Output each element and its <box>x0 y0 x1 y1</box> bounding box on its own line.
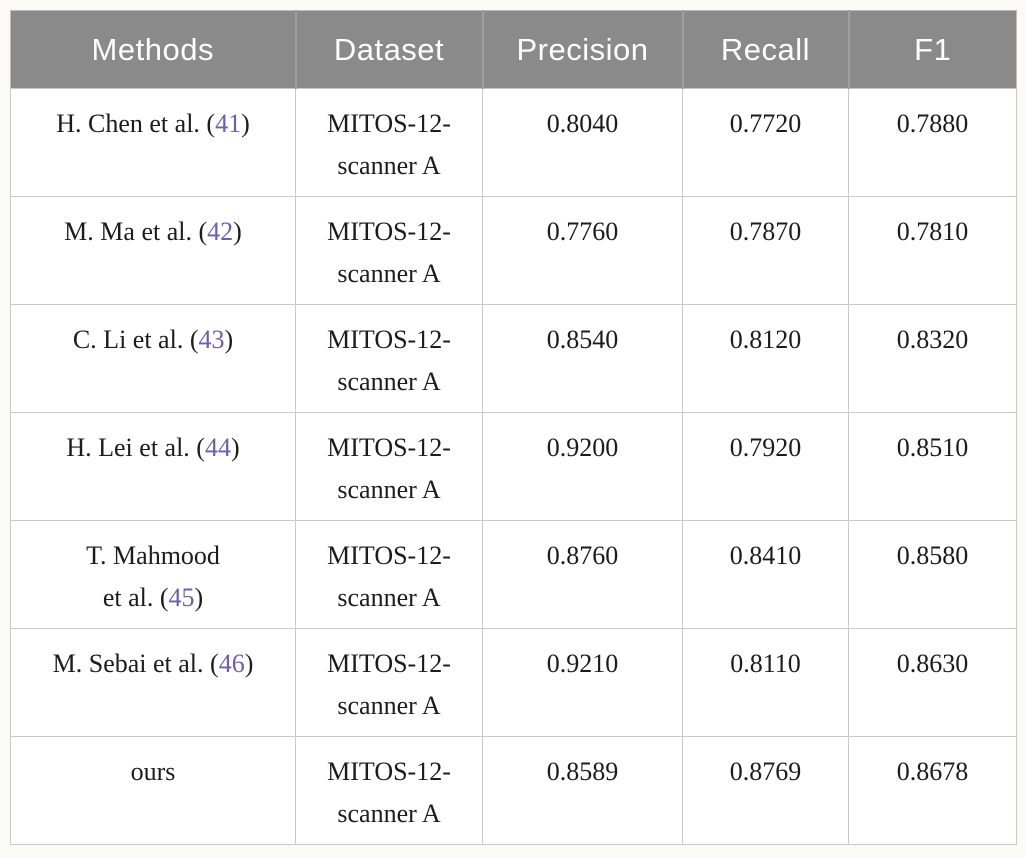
citation-link[interactable]: 46 <box>218 649 245 678</box>
table-row: M. Ma et al. (42) MITOS-12- scanner A 0.… <box>10 196 1017 305</box>
results-table: Methods Dataset Precision Recall F1 H. C… <box>10 10 1017 845</box>
column-header-recall: Recall <box>681 10 849 89</box>
citation-link[interactable]: 44 <box>204 433 231 462</box>
dataset-cell: MITOS-12- scanner A <box>295 304 483 413</box>
table-header: Methods Dataset Precision Recall F1 <box>10 10 1017 89</box>
column-header-methods: Methods <box>10 10 296 89</box>
dataset-cell: MITOS-12- scanner A <box>295 412 483 521</box>
f1-cell: 0.8630 <box>848 628 1017 737</box>
dataset-cell: MITOS-12- scanner A <box>295 736 483 845</box>
citation-link[interactable]: 45 <box>168 583 195 612</box>
method-paren: ) <box>244 649 254 678</box>
method-name: M. Ma et al. ( <box>64 217 208 246</box>
precision-cell: 0.8589 <box>482 736 683 845</box>
recall-cell: 0.8120 <box>682 304 849 413</box>
precision-cell: 0.9200 <box>482 412 683 521</box>
table-row: C. Li et al. (43) MITOS-12- scanner A 0.… <box>10 304 1017 413</box>
f1-cell: 0.8320 <box>848 304 1017 413</box>
citation-link[interactable]: 42 <box>207 217 234 246</box>
precision-cell: 0.8540 <box>482 304 683 413</box>
method-name: ours <box>130 757 176 786</box>
f1-cell: 0.8678 <box>848 736 1017 845</box>
dataset-cell: MITOS-12- scanner A <box>295 628 483 737</box>
recall-cell: 0.7870 <box>682 196 849 305</box>
precision-cell: 0.7760 <box>482 196 683 305</box>
citation-link[interactable]: 43 <box>198 325 225 354</box>
recall-cell: 0.8769 <box>682 736 849 845</box>
column-header-precision: Precision <box>481 10 683 89</box>
method-cell: H. Chen et al. (41) <box>10 88 296 197</box>
dataset-cell: MITOS-12- scanner A <box>295 88 483 197</box>
recall-cell: 0.8110 <box>682 628 849 737</box>
method-name: C. Li et al. ( <box>72 325 199 354</box>
method-cell: M. Ma et al. (42) <box>10 196 296 305</box>
method-cell: H. Lei et al. (44) <box>10 412 296 521</box>
precision-cell: 0.8040 <box>482 88 683 197</box>
f1-cell: 0.8510 <box>848 412 1017 521</box>
precision-cell: 0.8760 <box>482 520 683 629</box>
header-row: Methods Dataset Precision Recall F1 <box>10 10 1017 89</box>
table-body: H. Chen et al. (41) MITOS-12- scanner A … <box>10 88 1017 845</box>
method-name: H. Lei et al. ( <box>66 433 205 462</box>
method-cell: T. Mahmood et al. (45) <box>10 520 296 629</box>
table-row: H. Chen et al. (41) MITOS-12- scanner A … <box>10 88 1017 197</box>
dataset-cell: MITOS-12- scanner A <box>295 520 483 629</box>
method-cell: M. Sebai et al. (46) <box>10 628 296 737</box>
recall-cell: 0.8410 <box>682 520 849 629</box>
f1-cell: 0.7880 <box>848 88 1017 197</box>
method-name: H. Chen et al. ( <box>56 109 216 138</box>
method-name: M. Sebai et al. ( <box>52 649 219 678</box>
method-paren: ) <box>224 325 234 354</box>
citation-link[interactable]: 41 <box>215 109 242 138</box>
f1-cell: 0.8580 <box>848 520 1017 629</box>
method-paren: ) <box>233 217 242 246</box>
recall-cell: 0.7720 <box>682 88 849 197</box>
f1-cell: 0.7810 <box>848 196 1017 305</box>
method-cell: ours <box>10 736 296 845</box>
precision-cell: 0.9210 <box>482 628 683 737</box>
column-header-dataset: Dataset <box>294 10 483 89</box>
dataset-cell: MITOS-12- scanner A <box>295 196 483 305</box>
method-cell: C. Li et al. (43) <box>10 304 296 413</box>
table-row: H. Lei et al. (44) MITOS-12- scanner A 0… <box>10 412 1017 521</box>
table-row: M. Sebai et al. (46) MITOS-12- scanner A… <box>10 628 1017 737</box>
method-paren: ) <box>241 109 250 138</box>
table-row: ours MITOS-12- scanner A 0.8589 0.8769 0… <box>10 736 1017 845</box>
recall-cell: 0.7920 <box>682 412 849 521</box>
method-paren: ) <box>230 433 240 462</box>
table-row: T. Mahmood et al. (45) MITOS-12- scanner… <box>10 520 1017 629</box>
method-name: T. Mahmood et al. ( <box>86 541 220 612</box>
column-header-f1: F1 <box>847 10 1017 89</box>
method-paren: ) <box>194 583 204 612</box>
